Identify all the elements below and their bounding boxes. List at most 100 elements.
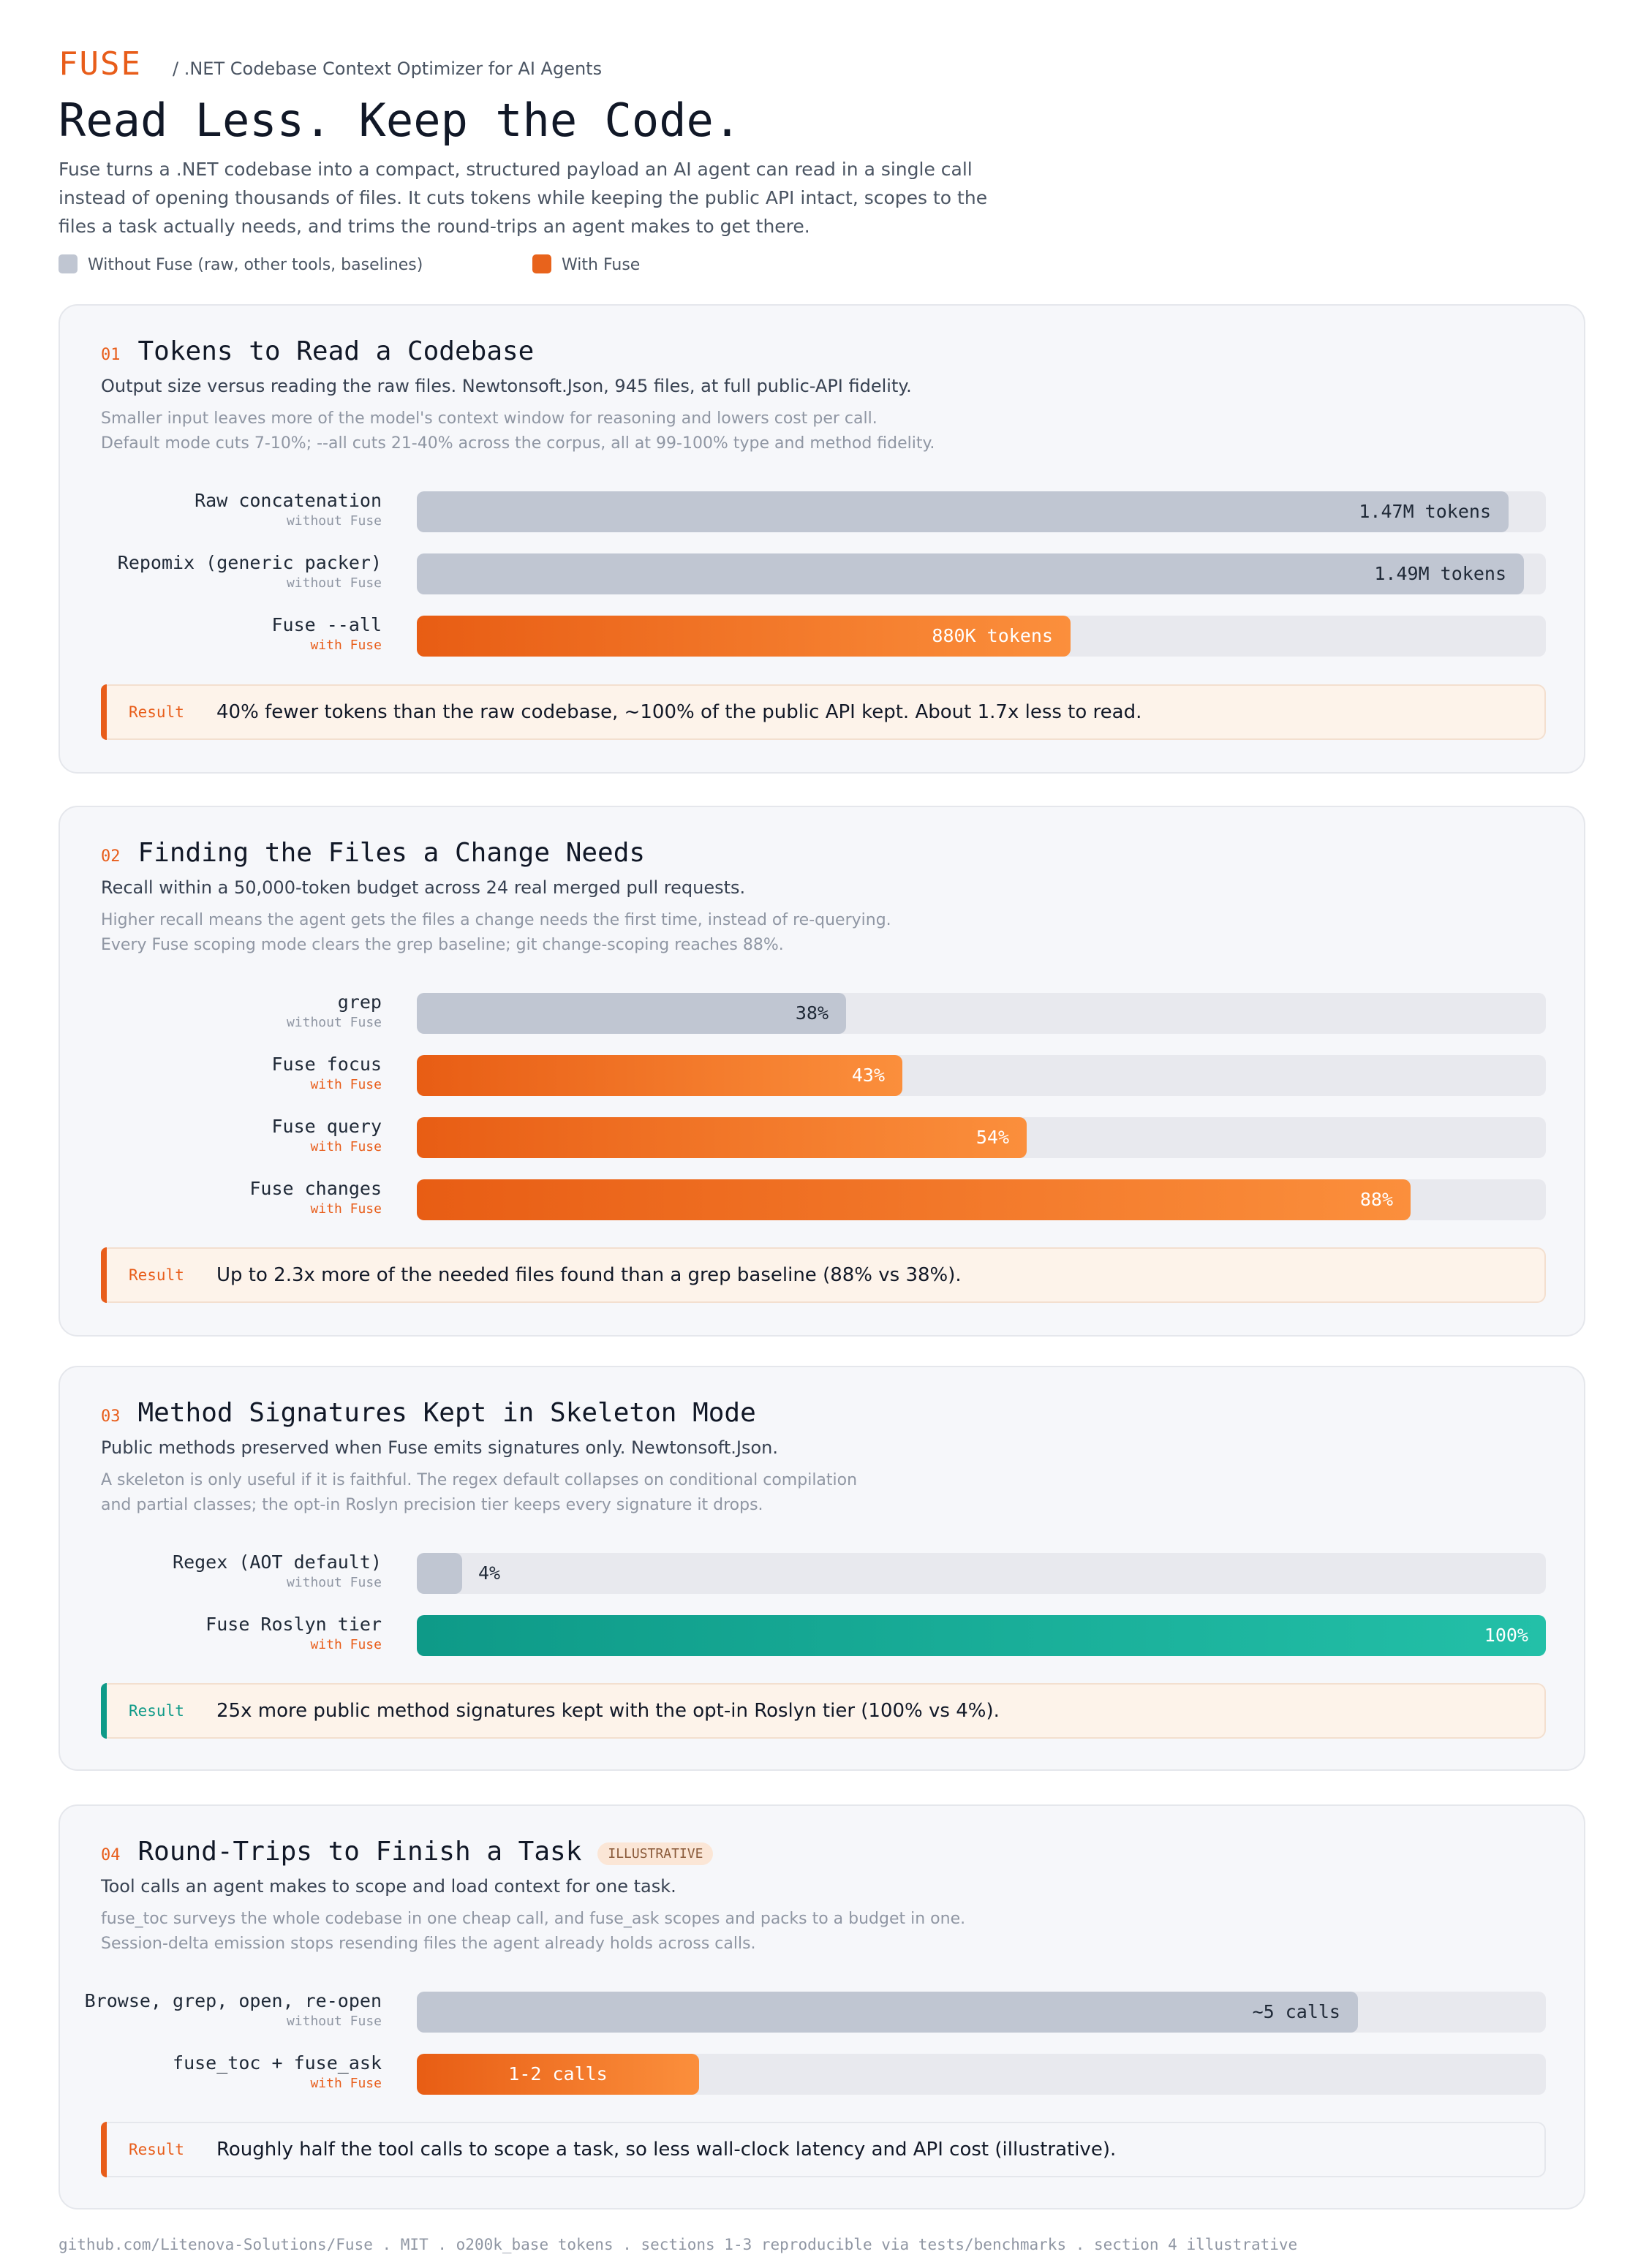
bar-label: Repomix (generic packer)	[117, 552, 382, 573]
result-tag: Result	[129, 1266, 184, 1284]
bar-group-label: without Fuse	[286, 1015, 382, 1030]
bar-group-label: without Fuse	[286, 575, 382, 591]
section-signatures: 03 Method Signatures Kept in Skeleton Mod…	[58, 1366, 1585, 1771]
section-number: 04	[101, 1846, 121, 1864]
bar-group-label: with Fuse	[310, 1201, 382, 1217]
section-number: 02	[101, 847, 121, 866]
bar-label: Raw concatenation	[195, 490, 382, 511]
bar-track: 43%	[417, 1055, 1546, 1096]
section-note: A skeleton is only useful if it is faith…	[101, 1468, 1198, 1518]
section-note-line: and partial classes; the opt-in Roslyn p…	[101, 1496, 763, 1514]
section-title: Round-Trips to Finish a Task	[137, 1837, 582, 1867]
section-note-line: Every Fuse scoping mode clears the grep …	[101, 936, 784, 954]
bar-track: 1-2 calls	[417, 2054, 1546, 2095]
bar-row: grep without Fuse 38%	[60, 991, 1584, 1034]
result-accent	[101, 1247, 107, 1303]
section-note-line: Session-delta emission stops resending f…	[101, 1935, 756, 1953]
bar-group-label: without Fuse	[286, 1575, 382, 1590]
result-text: Up to 2.3x more of the needed files foun…	[216, 1264, 962, 1286]
bar	[417, 1117, 1027, 1158]
bar-value-label: 88%	[1359, 1189, 1393, 1210]
section-header: 03 Method Signatures Kept in Skeleton Mod…	[101, 1398, 756, 1428]
intro-text: Fuse turns a .NET codebase into a compac…	[58, 159, 988, 237]
brand-logo: FUSE	[58, 45, 142, 83]
result-text: Roughly half the tool calls to scope a t…	[216, 2139, 1117, 2161]
bar-track: 1.47M tokens	[417, 491, 1546, 532]
bar	[417, 491, 1509, 532]
bar-row: fuse_toc + fuse_ask with Fuse 1-2 calls	[60, 2052, 1584, 2095]
bar-value-label: 1.47M tokens	[1359, 501, 1491, 522]
bar-value-label: 880K tokens	[932, 625, 1053, 646]
result-tag: Result	[129, 2141, 184, 2158]
footer-text: github.com/Litenova-Solutions/Fuse . MIT…	[58, 2236, 1298, 2253]
section-note-line: Default mode cuts 7-10%; --all cuts 21-4…	[101, 434, 935, 453]
section-title: Tokens to Read a Codebase	[137, 336, 535, 366]
bar-value-label: ~5 calls	[1252, 2001, 1340, 2022]
result-tag: Result	[129, 1702, 184, 1720]
bar-track: 54%	[417, 1117, 1546, 1158]
bar	[417, 616, 1071, 657]
section-description: Public methods preserved when Fuse emits…	[101, 1437, 778, 1458]
bar-row: Browse, grep, open, re-open without Fuse…	[60, 1990, 1584, 2033]
result-callout: Result 40% fewer tokens than the raw cod…	[101, 684, 1546, 740]
legend-swatch-orange	[532, 254, 551, 273]
bar	[417, 1179, 1411, 1220]
bar-track: 38%	[417, 993, 1546, 1034]
bar-label: Fuse query	[271, 1116, 382, 1137]
bar-value-label: 4%	[478, 1562, 501, 1584]
bar-row: Regex (AOT default) without Fuse 4%	[60, 1551, 1584, 1594]
bar-row: Fuse query with Fuse 54%	[60, 1116, 1584, 1158]
bar-label: Browse, grep, open, re-open	[84, 1990, 382, 2011]
bar	[417, 1553, 462, 1594]
section-recall: 02 Finding the Files a Change Needs Recal…	[58, 806, 1585, 1337]
bar-label: Fuse --all	[271, 614, 382, 635]
bar-label: Fuse Roslyn tier	[205, 1614, 382, 1635]
bar-track: ~5 calls	[417, 1992, 1546, 2033]
bar-group-label: without Fuse	[286, 2014, 382, 2029]
section-header: 01 Tokens to Read a Codebase	[101, 336, 534, 366]
illustrative-badge: ILLUSTRATIVE	[597, 1842, 714, 1865]
section-number: 03	[101, 1407, 121, 1426]
result-accent	[101, 684, 107, 740]
result-text: 25x more public method signatures kept w…	[216, 1700, 1000, 1722]
bar-label: Regex (AOT default)	[173, 1551, 382, 1573]
result-accent	[101, 1683, 107, 1739]
brand-subtitle: / .NET Codebase Context Optimizer for AI…	[173, 58, 603, 79]
bar-value-label: 1.49M tokens	[1374, 563, 1506, 584]
page-title: Read Less. Keep the Code.	[58, 94, 741, 147]
bar-group-label: with Fuse	[310, 1637, 382, 1652]
bar-label: Fuse changes	[249, 1178, 382, 1199]
section-title: Finding the Files a Change Needs	[137, 838, 646, 868]
result-callout: Result Up to 2.3x more of the needed fil…	[101, 1247, 1546, 1303]
section-note: Higher recall means the agent gets the f…	[101, 908, 1198, 958]
section-header: 02 Finding the Files a Change Needs	[101, 838, 645, 868]
legend-label-without: Without Fuse (raw, other tools, baseline…	[88, 256, 423, 274]
result-tag: Result	[129, 703, 184, 721]
bar-group-label: with Fuse	[310, 1077, 382, 1092]
bar-track: 880K tokens	[417, 616, 1546, 657]
bar	[417, 993, 846, 1034]
section-tokens: 01 Tokens to Read a Codebase Output size …	[58, 304, 1585, 774]
bar	[417, 1992, 1358, 2033]
bar-track: 4%	[417, 1553, 1546, 1594]
bar-label: Fuse focus	[271, 1054, 382, 1075]
section-note: fuse_toc surveys the whole codebase in o…	[101, 1907, 1198, 1957]
bar-row: Repomix (generic packer) without Fuse 1.…	[60, 552, 1584, 594]
bar-value-label: 54%	[975, 1127, 1009, 1148]
bar-value-label: 1-2 calls	[508, 2063, 608, 2084]
result-accent	[101, 2122, 107, 2177]
section-header: 04 Round-Trips to Finish a Task ILLUSTRATI…	[101, 1837, 714, 1868]
section-description: Tool calls an agent makes to scope and l…	[101, 1876, 676, 1897]
bar-label: fuse_toc + fuse_ask	[173, 2052, 382, 2074]
section-round-trips: 04 Round-Trips to Finish a Task ILLUSTRATI…	[58, 1804, 1585, 2210]
bar-value-label: 43%	[851, 1065, 885, 1086]
bar-row: Fuse focus with Fuse 43%	[60, 1054, 1584, 1096]
result-callout: Result 25x more public method signatures…	[101, 1683, 1546, 1739]
bar-track: 1.49M tokens	[417, 553, 1546, 594]
legend-swatch-gray	[58, 254, 78, 273]
bar-group-label: with Fuse	[310, 1139, 382, 1154]
bar-row: Fuse changes with Fuse 88%	[60, 1178, 1584, 1220]
section-note-line: A skeleton is only useful if it is faith…	[101, 1471, 858, 1489]
section-note-line: fuse_toc surveys the whole codebase in o…	[101, 1910, 966, 1928]
